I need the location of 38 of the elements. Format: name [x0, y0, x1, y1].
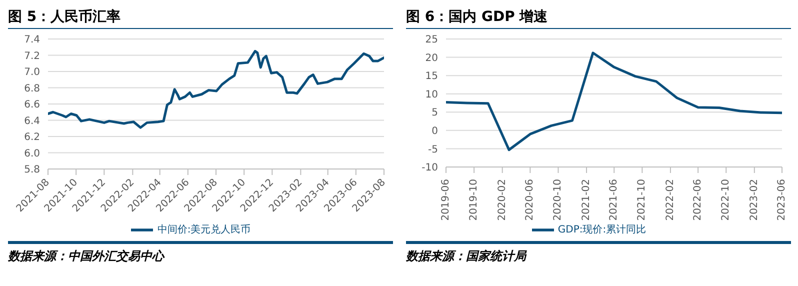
x-tick-label: 2019-06 [440, 179, 452, 221]
x-tick-label: 2020-10 [552, 179, 564, 221]
y-tick-label: 7.4 [24, 34, 40, 46]
y-tick-label: 7.0 [24, 67, 40, 78]
x-tick-label: 2022-02 [664, 179, 676, 221]
y-tick-label: 6.4 [24, 116, 40, 127]
chart-title: 图 6：国内 GDP 增速 [406, 8, 549, 27]
y-tick-label: 25 [425, 34, 438, 46]
source-note: 数据来源：国家统计局 [406, 248, 528, 265]
x-tick-label: 2022-06 [692, 179, 704, 221]
legend-label: 中间价:美元兑人民币 [157, 224, 251, 236]
y-tick-label: 10 [425, 89, 438, 100]
y-tick-label: 7.2 [24, 50, 40, 62]
x-tick-label: 2023-02 [748, 179, 760, 221]
line-series [48, 50, 384, 129]
y-tick-label: 6.6 [24, 100, 40, 111]
x-tick-label: 2021-06 [608, 179, 620, 221]
x-tick-label: 2019-10 [468, 179, 480, 221]
line-series [446, 52, 782, 152]
y-tick-label: 5.8 [24, 164, 40, 176]
y-tick-label: -5 [428, 144, 438, 156]
y-tick-label: -10 [422, 162, 438, 174]
y-tick-label: 15 [425, 71, 438, 82]
y-tick-label: 5 [432, 108, 438, 119]
y-tick-label: 6.8 [24, 83, 40, 94]
legend-label: GDP:现价:累计同比 [558, 224, 646, 236]
y-tick-label: 6.2 [24, 132, 40, 144]
chart-title: 图 5：人民币汇率 [8, 8, 122, 27]
y-tick-label: 20 [425, 52, 438, 64]
x-tick-label: 2020-06 [524, 179, 536, 221]
y-tick-label: 0 [432, 126, 438, 137]
x-tick-label: 2020-02 [496, 179, 508, 221]
source-note: 数据来源：中国外汇交易中心 [8, 248, 166, 265]
x-tick-label: 2021-10 [636, 179, 648, 221]
x-tick-label: 2022-10 [720, 179, 732, 221]
y-tick-label: 6.0 [24, 148, 40, 160]
x-tick-label: 2021-02 [581, 179, 592, 221]
x-tick-label: 2023-06 [776, 179, 788, 221]
